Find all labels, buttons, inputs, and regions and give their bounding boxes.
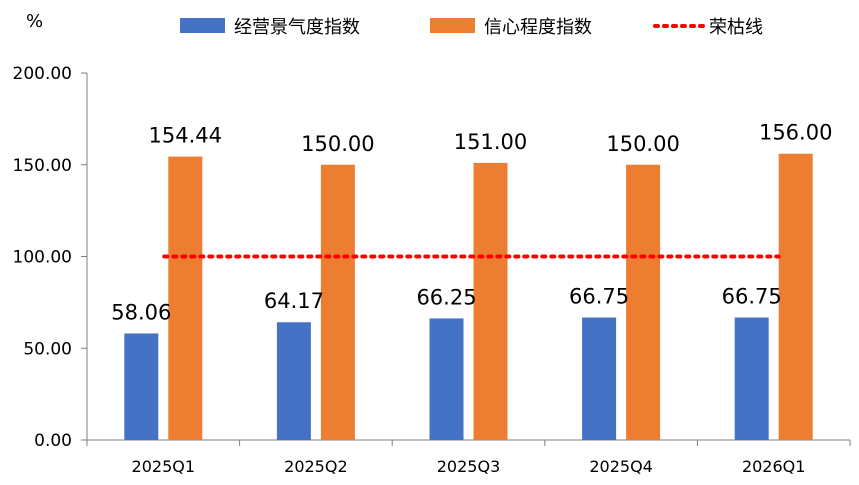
x-tick-label: 2025Q1	[132, 457, 196, 476]
data-label: 151.00	[454, 130, 527, 154]
bar	[778, 153, 813, 441]
data-labels: 58.06 64.17 66.25 66.75 66.75 154.44 150.00 151…	[111, 121, 832, 325]
y-tick-label: 150.00	[13, 156, 72, 176]
y-tick-label: 50.00	[23, 339, 72, 359]
legend-label: 经营景气度指数	[234, 17, 360, 38]
bar	[276, 322, 311, 440]
data-label: 156.00	[759, 121, 832, 145]
x-tick-label: 2025Q4	[589, 457, 653, 476]
legend: 经营景气度指数 信心程度指数 荣枯线	[180, 17, 763, 38]
data-label: 66.75	[569, 285, 629, 309]
data-label: 58.06	[111, 300, 171, 324]
bar	[626, 164, 661, 440]
legend-label: 荣枯线	[709, 17, 763, 38]
data-label: 154.44	[149, 124, 222, 148]
bar	[582, 317, 617, 440]
data-label: 150.00	[301, 132, 374, 156]
legend-swatch	[180, 18, 225, 33]
bar	[124, 333, 159, 440]
x-tick-label: 2026Q1	[742, 457, 806, 476]
axes: 0.00 50.00 100.00 150.00 200.00 2025Q1 2025Q2 2…	[13, 64, 851, 476]
data-label: 66.25	[416, 285, 476, 309]
bar	[473, 162, 508, 441]
y-tick-label: 0.00	[34, 431, 72, 451]
bar	[168, 156, 203, 440]
y-unit-label: %	[26, 11, 43, 32]
x-tick-label: 2025Q2	[284, 457, 348, 476]
legend-swatch	[430, 18, 475, 33]
bar	[734, 317, 769, 440]
legend-label: 信心程度指数	[484, 17, 592, 38]
bar	[429, 318, 464, 440]
data-label: 150.00	[606, 132, 679, 156]
bars	[124, 153, 813, 441]
y-tick-label: 100.00	[13, 248, 72, 268]
data-label: 64.17	[264, 289, 324, 313]
bar	[320, 164, 355, 440]
data-label: 66.75	[722, 285, 782, 309]
y-tick-label: 200.00	[13, 64, 72, 84]
x-tick-label: 2025Q3	[437, 457, 501, 476]
